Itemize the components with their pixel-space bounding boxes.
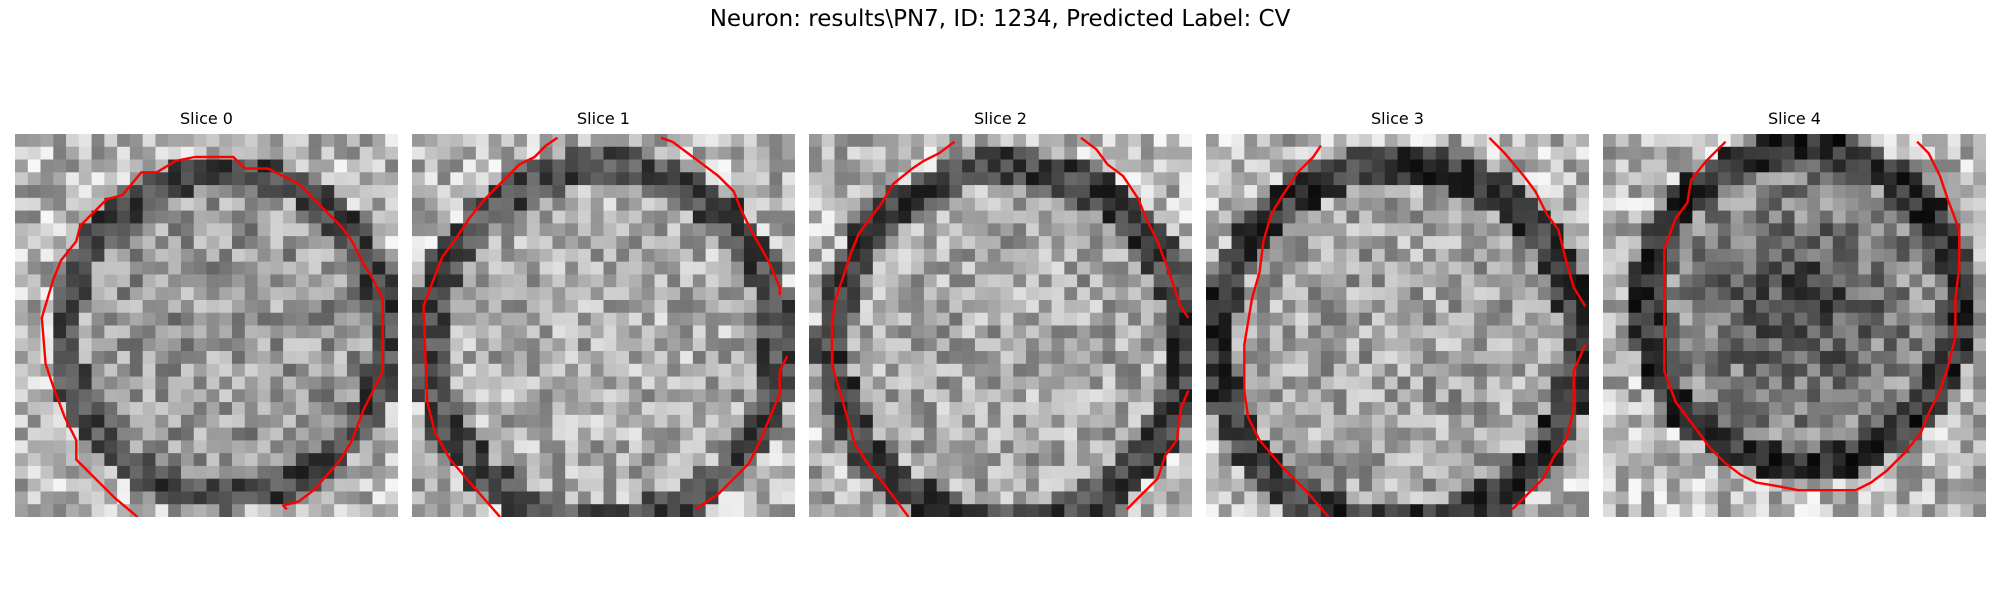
contour-line bbox=[1488, 136, 1587, 307]
contour-line bbox=[660, 136, 781, 295]
slice-panel-4: Slice 4 bbox=[1603, 110, 1986, 520]
slice-panel-0: Slice 0 bbox=[15, 110, 398, 520]
contour-line bbox=[422, 136, 559, 517]
slice-panel-3: Slice 3 bbox=[1206, 110, 1589, 520]
slice-image-1 bbox=[412, 134, 795, 517]
slice-title: Slice 2 bbox=[974, 109, 1027, 128]
contour-line bbox=[1126, 390, 1190, 511]
contour-line bbox=[830, 140, 956, 517]
slice-title: Slice 4 bbox=[1768, 109, 1821, 128]
contour-line bbox=[1243, 144, 1330, 517]
figure-title: Neuron: results\PN7, ID: 1234, Predicted… bbox=[709, 6, 1291, 32]
contour-line bbox=[694, 355, 789, 511]
slice-title: Slice 3 bbox=[1371, 109, 1424, 128]
contour-line bbox=[40, 155, 384, 517]
slice-panel-2: Slice 2 bbox=[809, 110, 1192, 520]
slice-panel-1: Slice 1 bbox=[412, 110, 795, 520]
slice-image-3 bbox=[1206, 134, 1589, 517]
slice-image-0 bbox=[15, 134, 398, 517]
slice-title: Slice 1 bbox=[577, 109, 630, 128]
slice-title: Slice 0 bbox=[180, 109, 233, 128]
contour-line bbox=[1080, 136, 1190, 319]
contour-line bbox=[1663, 140, 1961, 492]
slice-image-2 bbox=[809, 134, 1192, 517]
contour-line bbox=[1511, 344, 1587, 511]
slice-image-4 bbox=[1603, 134, 1986, 517]
